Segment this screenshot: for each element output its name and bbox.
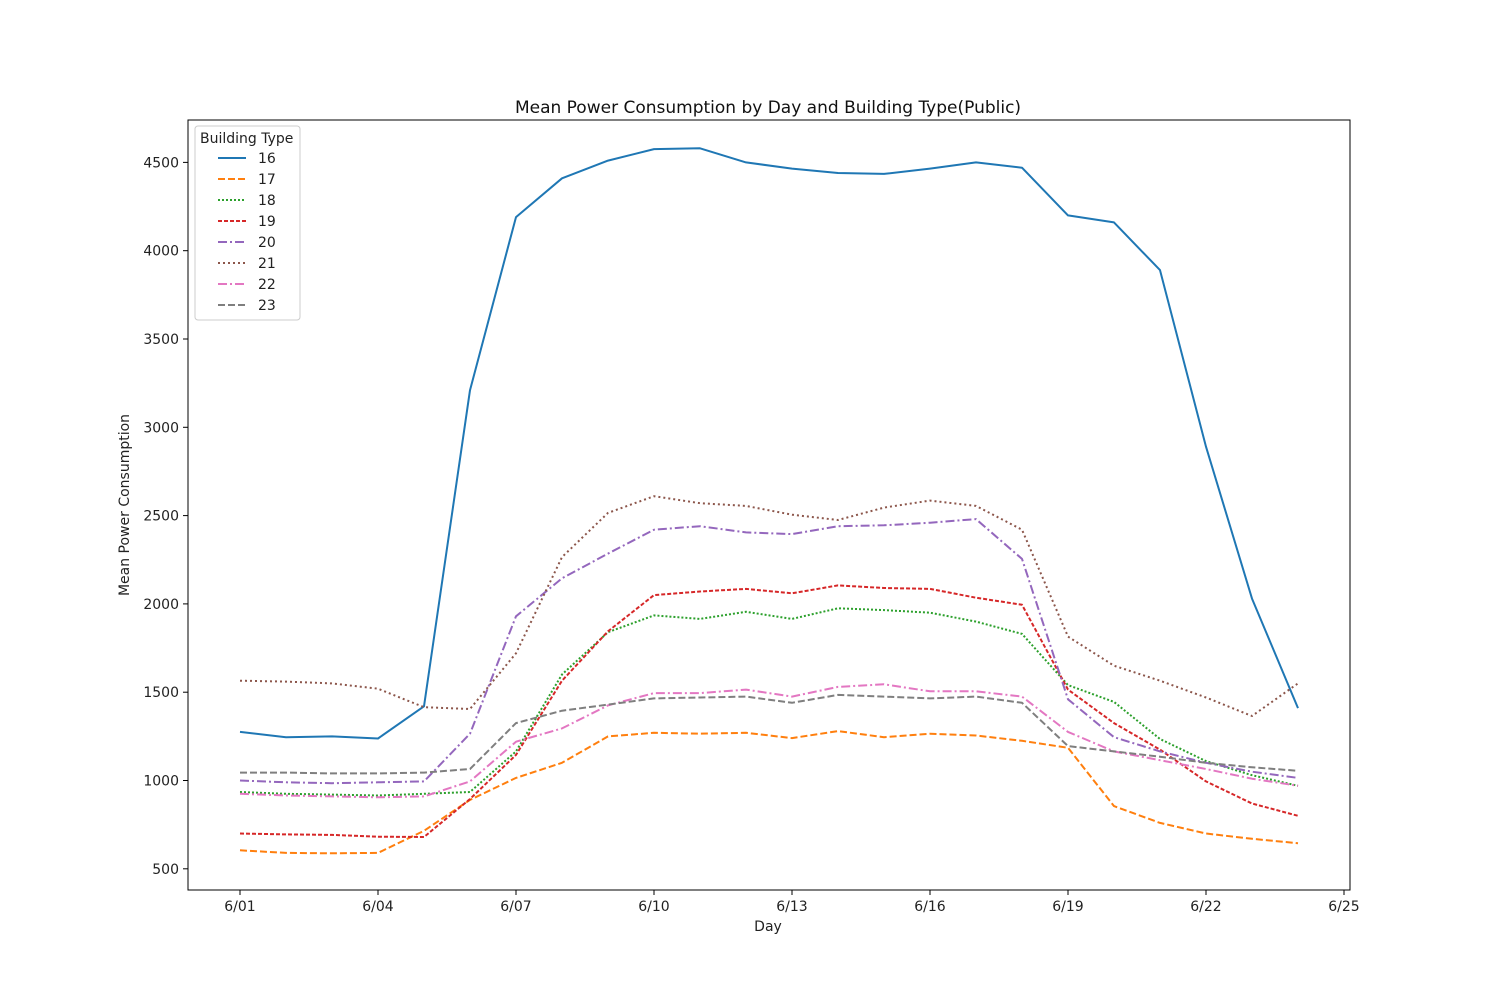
y-tick-label: 2500 (143, 509, 179, 525)
legend-label-22: 22 (258, 277, 276, 293)
y-tick-label: 3500 (143, 332, 179, 348)
x-tick-label: 6/22 (1190, 899, 1221, 915)
series-lines (239, 147, 1299, 855)
legend-label-18: 18 (258, 193, 276, 209)
x-axis-label: Day (754, 919, 782, 935)
series-line-22 (239, 683, 1299, 799)
series-line-21 (239, 495, 1299, 717)
legend-title: Building Type (200, 131, 293, 147)
x-tick-label: 6/10 (638, 899, 669, 915)
x-tick-label: 6/07 (500, 899, 531, 915)
series-line-16 (239, 147, 1299, 740)
legend-label-17: 17 (258, 172, 276, 188)
legend-box (194, 125, 301, 321)
legend-label-23: 23 (258, 298, 276, 314)
x-tick-label: 6/25 (1328, 899, 1359, 915)
y-tick-label: 3000 (143, 420, 179, 436)
series-line-23 (240, 693, 1299, 775)
x-axis: 6/01 6/04 6/07 6/10 6/13 6/16 6/19 6/22 6/25 (224, 890, 1360, 915)
x-tick-label: 6/19 (1052, 899, 1083, 915)
y-axis: 500 1000 1500 2000 2500 3000 3500 4000 4500 (143, 155, 188, 878)
legend-label-21: 21 (258, 256, 276, 272)
plot-area (187, 119, 1351, 891)
x-tick-label: 6/13 (776, 899, 807, 915)
y-axis-label: Mean Power Consumption (117, 414, 133, 596)
y-tick-label: 1500 (143, 685, 179, 701)
y-tick-label: 2000 (143, 597, 179, 613)
x-tick-label: 6/01 (224, 899, 255, 915)
legend-label-20: 20 (258, 235, 276, 251)
series-line-19 (239, 584, 1299, 838)
x-tick-label: 6/04 (362, 899, 394, 915)
series-line-18 (239, 607, 1299, 797)
legend-label-16: 16 (258, 151, 276, 167)
y-tick-label: 4500 (143, 155, 179, 171)
y-tick-label: 500 (152, 862, 179, 878)
legend: Building Type 16 17 18 19 20 21 22 23 (194, 125, 301, 321)
legend-label-19: 19 (258, 214, 276, 230)
y-tick-label: 4000 (143, 244, 179, 260)
x-tick-label: 6/16 (914, 899, 946, 915)
legend-items: 16 17 18 19 20 21 22 23 (218, 151, 276, 314)
series-line-17 (239, 730, 1299, 855)
y-tick-label: 1000 (143, 774, 179, 790)
chart-title: Mean Power Consumption by Day and Buildi… (515, 98, 1021, 118)
series-line-20 (239, 518, 1299, 785)
